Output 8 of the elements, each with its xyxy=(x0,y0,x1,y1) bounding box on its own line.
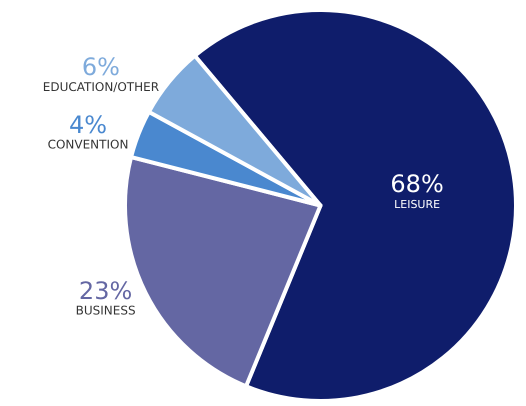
data-label: 6% xyxy=(82,53,120,82)
data-label: 68% xyxy=(390,170,444,198)
slice-label: EDUCATION/OTHER xyxy=(42,80,160,94)
slice-label: BUSINESS xyxy=(76,304,136,318)
data-label: 4% xyxy=(68,110,108,139)
slice-label: LEISURE xyxy=(394,198,440,211)
slice-label: CONVENTION xyxy=(48,137,128,152)
data-label: 23% xyxy=(78,276,132,305)
